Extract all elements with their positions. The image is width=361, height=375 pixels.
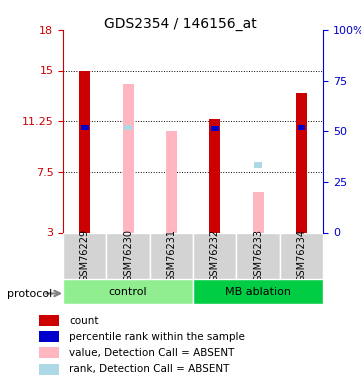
FancyBboxPatch shape — [280, 232, 323, 279]
Bar — [254, 162, 262, 168]
Text: percentile rank within the sample: percentile rank within the sample — [69, 332, 245, 342]
FancyBboxPatch shape — [150, 232, 193, 279]
Bar — [297, 124, 305, 130]
Text: value, Detection Call = ABSENT: value, Detection Call = ABSENT — [69, 348, 235, 358]
Bar — [166, 131, 177, 232]
Text: GSM76234: GSM76234 — [296, 230, 306, 282]
Bar — [39, 331, 59, 342]
Bar — [39, 315, 59, 326]
Bar — [211, 126, 219, 131]
Text: count: count — [69, 316, 99, 326]
FancyBboxPatch shape — [106, 232, 150, 279]
Bar — [209, 119, 220, 232]
Text: GSM76229: GSM76229 — [80, 230, 90, 282]
Text: MB ablation: MB ablation — [225, 286, 291, 297]
Bar — [123, 84, 134, 232]
Bar — [81, 124, 89, 130]
FancyBboxPatch shape — [236, 232, 280, 279]
Text: GSM76232: GSM76232 — [210, 230, 220, 282]
Bar — [39, 364, 59, 375]
Text: rank, Detection Call = ABSENT: rank, Detection Call = ABSENT — [69, 364, 230, 375]
Text: GDS2354 / 146156_at: GDS2354 / 146156_at — [104, 17, 257, 31]
FancyBboxPatch shape — [193, 279, 323, 304]
Text: GSM76230: GSM76230 — [123, 230, 133, 282]
FancyBboxPatch shape — [193, 232, 236, 279]
FancyBboxPatch shape — [63, 279, 193, 304]
Text: GSM76233: GSM76233 — [253, 230, 263, 282]
Text: control: control — [109, 286, 147, 297]
Bar — [39, 347, 59, 358]
Text: protocol: protocol — [7, 290, 52, 299]
Text: GSM76231: GSM76231 — [166, 230, 177, 282]
Bar — [79, 70, 90, 232]
Bar — [296, 93, 307, 232]
FancyBboxPatch shape — [63, 232, 106, 279]
Bar — [124, 124, 132, 130]
Bar — [253, 192, 264, 232]
